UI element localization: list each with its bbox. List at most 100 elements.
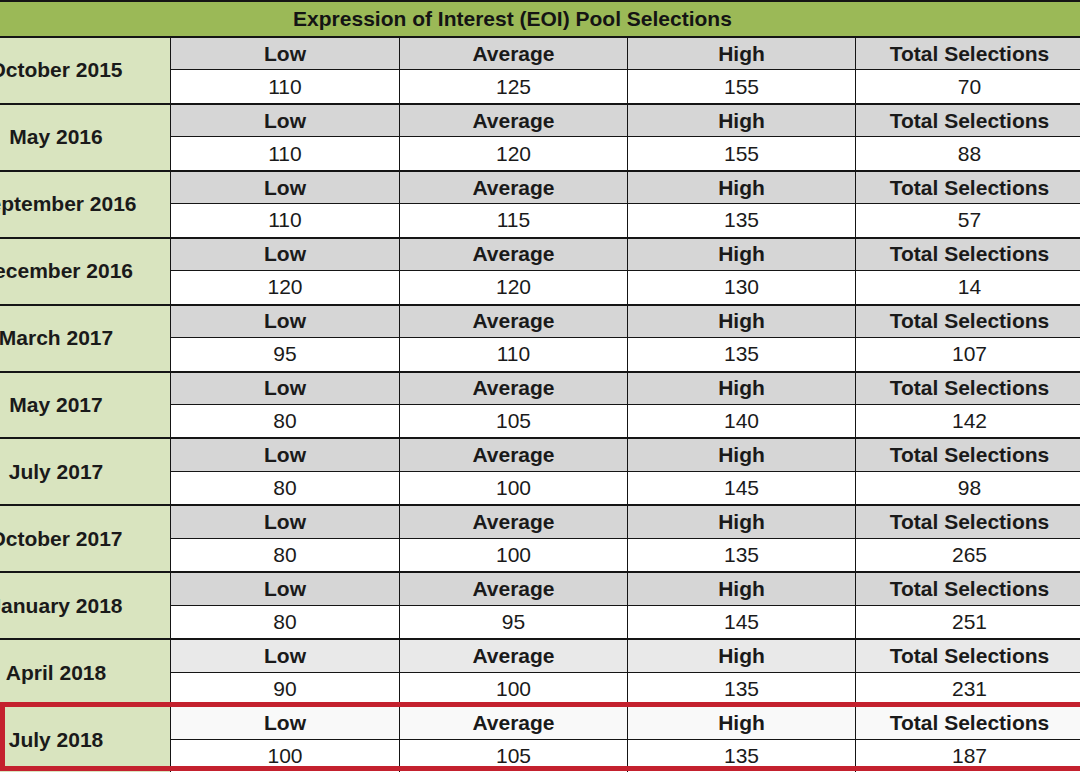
column-header-low: Low bbox=[170, 306, 399, 338]
column-header-average: Average bbox=[399, 439, 627, 471]
column-header-low: Low bbox=[170, 239, 399, 271]
eoi-table-screenshot: Expression of Interest (EOI) Pool Select… bbox=[0, 0, 1080, 772]
value-cell-average: 115 bbox=[399, 204, 627, 236]
period-date-cell: May 2017 bbox=[0, 373, 170, 438]
period-group: May 2017 Low Average High Total Selectio… bbox=[0, 371, 1080, 438]
column-header-average: Average bbox=[399, 373, 627, 405]
period-group: July 2018 Low Average High Total Selecti… bbox=[0, 705, 1080, 772]
value-cell-low: 90 bbox=[170, 673, 399, 705]
value-cell-low: 110 bbox=[170, 204, 399, 236]
column-header-low: Low bbox=[170, 707, 399, 739]
column-header-low: Low bbox=[170, 573, 399, 605]
value-cell-high: 135 bbox=[627, 539, 855, 571]
value-cell-total-selections: 187 bbox=[855, 740, 1080, 772]
period-date-label: April 2018 bbox=[6, 661, 106, 685]
value-cell-low: 95 bbox=[170, 338, 399, 370]
value-cell-average: 120 bbox=[399, 137, 627, 169]
period-group: October 2015 Low Average High Total Sele… bbox=[0, 36, 1080, 103]
value-cell-average: 100 bbox=[399, 673, 627, 705]
column-header-average: Average bbox=[399, 105, 627, 137]
column-header-high: High bbox=[627, 573, 855, 605]
column-header-total-selections: Total Selections bbox=[855, 506, 1080, 538]
column-header-high: High bbox=[627, 105, 855, 137]
value-cell-total-selections: 57 bbox=[855, 204, 1080, 236]
column-header-high: High bbox=[627, 38, 855, 70]
column-header-high: High bbox=[627, 506, 855, 538]
period-group: October 2017 Low Average High Total Sele… bbox=[0, 504, 1080, 571]
value-cell-total-selections: 88 bbox=[855, 137, 1080, 169]
period-date-label: January 2018 bbox=[0, 594, 123, 618]
period-date-cell: September 2016 bbox=[0, 172, 170, 237]
period-date-label: July 2018 bbox=[9, 728, 104, 752]
value-cell-total-selections: 142 bbox=[855, 405, 1080, 437]
value-cell-high: 155 bbox=[627, 137, 855, 169]
column-header-low: Low bbox=[170, 506, 399, 538]
value-cell-total-selections: 265 bbox=[855, 539, 1080, 571]
value-cell-high: 145 bbox=[627, 472, 855, 504]
period-group: April 2018 Low Average High Total Select… bbox=[0, 638, 1080, 705]
value-cell-total-selections: 251 bbox=[855, 606, 1080, 638]
column-header-total-selections: Total Selections bbox=[855, 640, 1080, 672]
value-cell-total-selections: 14 bbox=[855, 271, 1080, 303]
column-header-low: Low bbox=[170, 105, 399, 137]
column-header-average: Average bbox=[399, 38, 627, 70]
column-header-low: Low bbox=[170, 640, 399, 672]
value-cell-average: 100 bbox=[399, 472, 627, 504]
column-header-low: Low bbox=[170, 172, 399, 204]
value-cell-high: 140 bbox=[627, 405, 855, 437]
value-cell-low: 80 bbox=[170, 539, 399, 571]
column-header-average: Average bbox=[399, 506, 627, 538]
column-header-total-selections: Total Selections bbox=[855, 239, 1080, 271]
period-date-cell: October 2017 bbox=[0, 506, 170, 571]
column-header-total-selections: Total Selections bbox=[855, 38, 1080, 70]
column-header-average: Average bbox=[399, 306, 627, 338]
period-group: July 2017 Low Average High Total Selecti… bbox=[0, 437, 1080, 504]
value-cell-high: 155 bbox=[627, 70, 855, 102]
value-cell-high: 135 bbox=[627, 673, 855, 705]
value-cell-high: 130 bbox=[627, 271, 855, 303]
value-cell-total-selections: 231 bbox=[855, 673, 1080, 705]
period-group: September 2016 Low Average High Total Se… bbox=[0, 170, 1080, 237]
column-header-total-selections: Total Selections bbox=[855, 105, 1080, 137]
value-cell-low: 110 bbox=[170, 137, 399, 169]
column-header-total-selections: Total Selections bbox=[855, 707, 1080, 739]
value-cell-high: 135 bbox=[627, 338, 855, 370]
period-date-cell: May 2016 bbox=[0, 105, 170, 170]
column-header-average: Average bbox=[399, 172, 627, 204]
column-header-total-selections: Total Selections bbox=[855, 373, 1080, 405]
value-cell-average: 120 bbox=[399, 271, 627, 303]
period-date-cell: July 2017 bbox=[0, 439, 170, 504]
column-header-high: High bbox=[627, 373, 855, 405]
period-date-cell: April 2018 bbox=[0, 640, 170, 705]
eoi-table: Expression of Interest (EOI) Pool Select… bbox=[0, 0, 1080, 772]
period-group: January 2018 Low Average High Total Sele… bbox=[0, 571, 1080, 638]
value-cell-low: 80 bbox=[170, 405, 399, 437]
column-header-low: Low bbox=[170, 439, 399, 471]
column-header-high: High bbox=[627, 172, 855, 204]
period-group: December 2016 Low Average High Total Sel… bbox=[0, 237, 1080, 304]
column-header-high: High bbox=[627, 239, 855, 271]
value-cell-average: 110 bbox=[399, 338, 627, 370]
column-header-low: Low bbox=[170, 38, 399, 70]
value-cell-average: 125 bbox=[399, 70, 627, 102]
period-date-label: May 2017 bbox=[9, 393, 102, 417]
period-date-cell: January 2018 bbox=[0, 573, 170, 638]
period-date-label: July 2017 bbox=[9, 460, 104, 484]
value-cell-low: 80 bbox=[170, 472, 399, 504]
period-date-label: May 2016 bbox=[9, 125, 102, 149]
value-cell-total-selections: 98 bbox=[855, 472, 1080, 504]
period-group: May 2016 Low Average High Total Selectio… bbox=[0, 103, 1080, 170]
column-header-average: Average bbox=[399, 707, 627, 739]
period-date-cell: March 2017 bbox=[0, 306, 170, 371]
table-title: Expression of Interest (EOI) Pool Select… bbox=[0, 0, 1080, 36]
column-header-total-selections: Total Selections bbox=[855, 439, 1080, 471]
period-date-label: September 2016 bbox=[0, 192, 137, 216]
column-header-high: High bbox=[627, 640, 855, 672]
period-date-label: October 2015 bbox=[0, 58, 123, 82]
value-cell-low: 110 bbox=[170, 70, 399, 102]
column-header-high: High bbox=[627, 439, 855, 471]
value-cell-low: 100 bbox=[170, 740, 399, 772]
column-header-average: Average bbox=[399, 239, 627, 271]
column-header-total-selections: Total Selections bbox=[855, 306, 1080, 338]
period-date-cell: July 2018 bbox=[0, 707, 170, 772]
